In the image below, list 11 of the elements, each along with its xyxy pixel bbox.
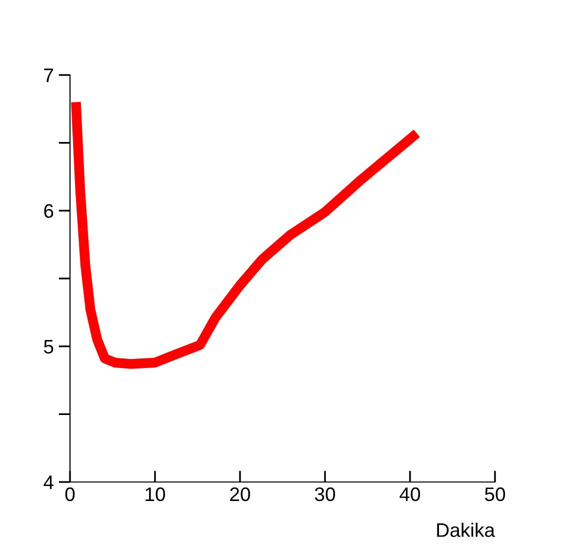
y-tick-label: 7 — [44, 68, 54, 82]
y-tick-label: 5 — [44, 340, 54, 354]
x-tick-label: 0 — [65, 487, 75, 502]
y-tick-label: 4 — [44, 476, 54, 490]
x-tick-label: 50 — [484, 487, 506, 502]
x-tick-label: 20 — [230, 487, 250, 502]
x-tick-label: 10 — [146, 487, 166, 502]
x-tick-label: 30 — [314, 487, 336, 502]
x-axis-title: Dakika — [437, 522, 495, 537]
x-tick-label: 40 — [400, 487, 420, 502]
y-tick-label: 6 — [44, 204, 54, 218]
